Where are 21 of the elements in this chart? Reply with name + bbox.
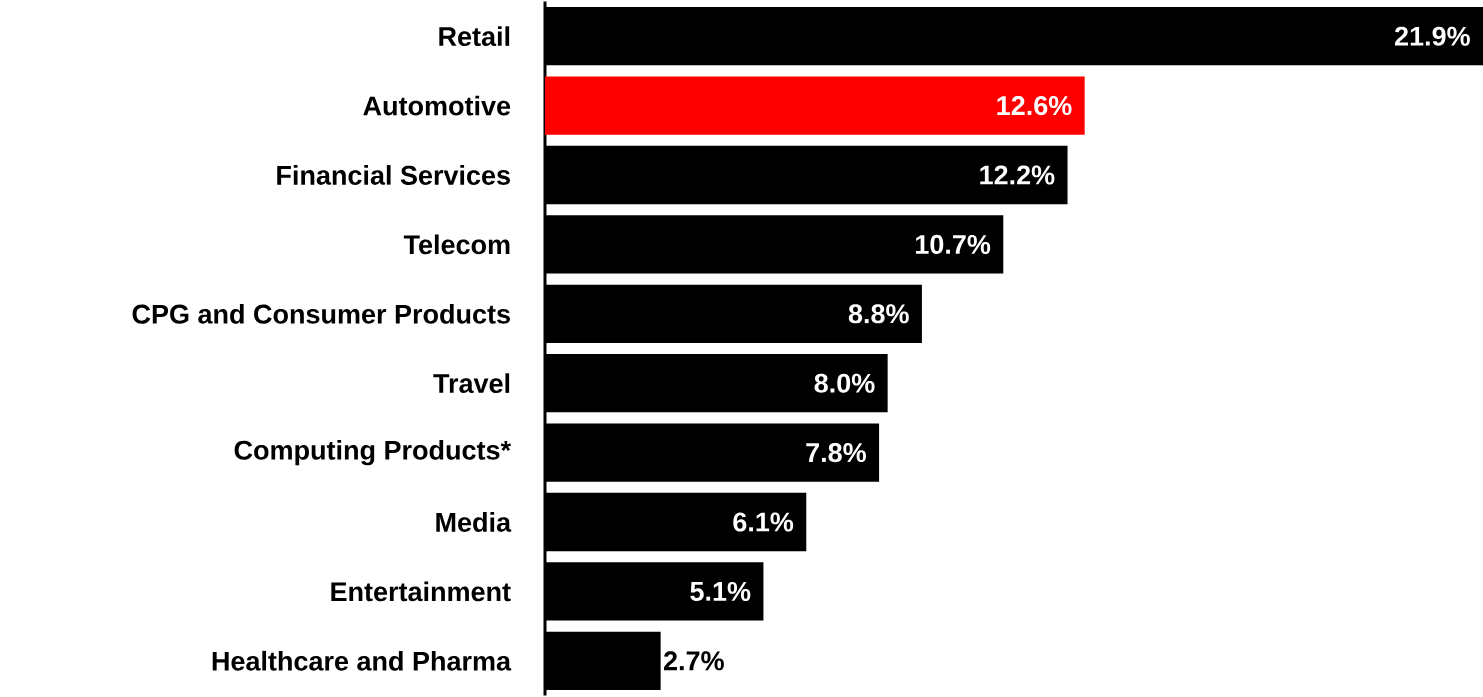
data-label: 6.1% — [733, 512, 794, 532]
y-tick-label: Healthcare and Pharma — [212, 650, 512, 671]
y-tick-label: Media — [436, 512, 512, 532]
data-label: 2.7% — [663, 651, 724, 671]
data-label: 5.1% — [690, 581, 751, 601]
y-tick-label: Retail — [439, 26, 510, 47]
data-label: 12.2% — [980, 165, 1055, 185]
bar — [545, 76, 1085, 135]
data-label: 21.9% — [1394, 26, 1470, 46]
y-tick-label: Entertainment — [331, 581, 511, 602]
data-label: 8.8% — [848, 304, 909, 324]
data-label: 12.6% — [997, 96, 1072, 116]
data-label: 10.7% — [916, 234, 991, 254]
y-tick-label: Telecom — [403, 234, 510, 255]
y-tick-label: Automotive — [363, 95, 511, 116]
y-tick-label: Financial Services — [277, 165, 510, 185]
data-label: 7.8% — [806, 443, 866, 463]
y-tick-label: CPG and Consumer Products — [132, 303, 510, 324]
data-label: 8.0% — [814, 373, 875, 393]
y-tick-label: Travel — [433, 373, 510, 394]
y-tick-label: Computing Products* — [234, 439, 512, 466]
